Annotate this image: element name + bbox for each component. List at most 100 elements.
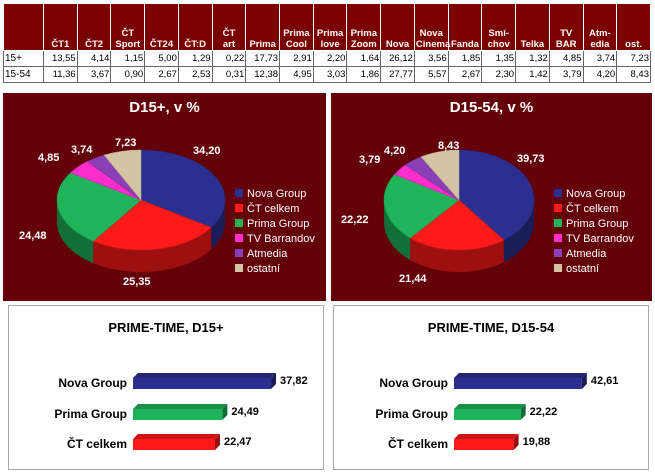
- column-header-label: Prima Cool: [283, 28, 310, 50]
- table-cell: 2,53: [177, 66, 213, 83]
- table-cell: 5,00: [144, 50, 179, 67]
- slice-ostatni: [420, 149, 460, 201]
- column-header: Prima Zoom: [346, 3, 382, 51]
- slice-prima-group: [383, 174, 460, 239]
- legend-swatch: [235, 219, 243, 228]
- column-header-label: ČT1: [51, 39, 70, 50]
- table-cell: 3,56: [413, 50, 449, 67]
- table-cell: 1,32: [515, 50, 550, 67]
- table-cell: 1,86: [346, 66, 382, 83]
- legend-swatch: [235, 249, 243, 258]
- legend-item: Atmedia: [235, 247, 315, 262]
- pie-data-label: 39,73: [517, 153, 545, 165]
- bar-prima-group: [454, 409, 521, 420]
- slice-prima-group-side: [384, 200, 411, 260]
- legend-swatch: [554, 264, 562, 273]
- bar-title: PRIME-TIME, D15-54: [427, 320, 555, 335]
- bar-chart-d15-54: Nova Group 42,61 Prima Group 22,22 ČT celkem…: [375, 373, 618, 451]
- table-cell: 27,77: [380, 66, 415, 83]
- table-cell: 8,43: [616, 66, 651, 83]
- table-cell: 1,15: [110, 50, 146, 67]
- table-cell: 4,95: [279, 66, 314, 83]
- share-table: ČT1 ČT2 ČT Sport ČT24 ČT:D ČT art Prima Prima C…: [3, 3, 651, 83]
- table-cell: 0,22: [211, 50, 247, 67]
- table-cell: 2,20: [312, 50, 348, 67]
- bar-prima-group-top: [133, 404, 228, 409]
- legend-item: ČT celkem: [235, 202, 315, 217]
- bar-category-label: Prima Group: [375, 407, 448, 421]
- legend-item: ostatní: [554, 262, 634, 277]
- bar-nova-group-top: [133, 373, 277, 378]
- column-header: Nova Cinema: [413, 3, 451, 51]
- bar-ct-celkem-side: [215, 434, 221, 450]
- row-label: 15+: [3, 50, 44, 67]
- bar-nova-group-top: [454, 373, 587, 378]
- table-cell: 1,64: [346, 50, 382, 67]
- pie-chart-d15: [56, 149, 226, 272]
- pie-data-label: 34,20: [193, 145, 221, 157]
- legend-item: Nova Group: [554, 187, 634, 202]
- column-header: Smí- chov: [481, 3, 517, 51]
- slice-nova-group: [458, 149, 535, 241]
- table-cell: 4,85: [548, 50, 584, 67]
- bar-value-label: 22,47: [224, 436, 252, 448]
- bar-category-label: Prima Group: [54, 407, 127, 421]
- column-header-label: Nova Cinema: [415, 28, 451, 50]
- column-header-label: ČT art: [222, 28, 236, 50]
- table-cell: 0,90: [110, 66, 146, 83]
- column-header-label: Smí- chov: [487, 28, 510, 50]
- pie-chart-d15-54: [383, 149, 535, 272]
- legend-label: Prima Group: [247, 218, 310, 230]
- column-header: ČT24: [144, 3, 179, 51]
- column-header: ČT art: [211, 3, 247, 51]
- bar-nova-group-side: [271, 373, 277, 389]
- pie-data-label: 4,20: [384, 145, 406, 157]
- pie-data-label: 3,79: [359, 154, 381, 166]
- table-cell: 1,35: [481, 50, 517, 67]
- table-row: 15-54 11,36 3,67 0,90 2,67 2,53 0,31 12,38 4,95 3…: [3, 66, 651, 83]
- legend-item: TV Barrandov: [554, 232, 634, 247]
- bar-value-label: 24,49: [231, 406, 259, 418]
- table-cell: 12,38: [245, 66, 281, 83]
- prime-panel-d15-54: PRIME-TIME, D15-54 Nova Group 42,61 Prima …: [333, 305, 649, 470]
- bar-ct-celkem-top: [133, 434, 221, 439]
- column-header-label: Prima: [249, 39, 276, 50]
- legend-label: Atmedia: [566, 248, 607, 260]
- table-cell: 2,67: [144, 66, 179, 83]
- pie-panel-d15-54: D15-54, v % Nova Group ČT celkem Prima Gro…: [331, 93, 652, 301]
- bar-value-label: 19,88: [523, 436, 551, 448]
- column-header: Prima love: [312, 3, 348, 51]
- bar-ct-celkem-top: [454, 434, 519, 439]
- column-header: ČT2: [76, 3, 112, 51]
- legend-label: ostatní: [566, 263, 600, 275]
- pie-data-label: 3,74: [71, 144, 93, 156]
- pie-data-label: 22,22: [341, 214, 369, 226]
- legend-label: TV Barrandov: [566, 233, 634, 245]
- legend-label: Nova Group: [247, 188, 307, 200]
- pie-legend: Nova Group ČT celkem Prima Group TV Barrand…: [235, 187, 315, 277]
- bar-nova-group: [454, 378, 582, 389]
- column-header-label: ČT2: [85, 39, 104, 50]
- legend-item: Prima Group: [235, 217, 315, 232]
- slice-prima-group: [56, 172, 142, 242]
- pie-data-label: 7,23: [115, 137, 137, 149]
- bar-category-label: Nova Group: [379, 376, 448, 390]
- column-header-label: Prima love: [316, 28, 344, 50]
- column-header: ost.: [616, 3, 651, 51]
- table-cell: 4,20: [582, 66, 618, 83]
- legend-label: Atmedia: [247, 248, 288, 260]
- legend-label: ostatní: [247, 263, 281, 275]
- pie-data-label: 4,85: [38, 152, 60, 164]
- table-cell: 2,30: [481, 66, 517, 83]
- bar-title: PRIME-TIME, D15+: [108, 320, 224, 335]
- legend-swatch: [554, 189, 562, 198]
- bar-prima-group-side: [520, 404, 526, 420]
- bar-prima-group: [133, 409, 223, 420]
- column-header: ČT:D: [177, 3, 213, 51]
- bar-chart-d15: Nova Group 37,82 Prima Group 24,49 ČT celkem…: [54, 373, 308, 451]
- slice-ostatni: [103, 149, 142, 201]
- legend-item: Atmedia: [554, 247, 634, 262]
- table-cell: 4,14: [76, 50, 112, 67]
- legend-label: Nova Group: [566, 188, 626, 200]
- legend-label: TV Barrandov: [247, 233, 315, 245]
